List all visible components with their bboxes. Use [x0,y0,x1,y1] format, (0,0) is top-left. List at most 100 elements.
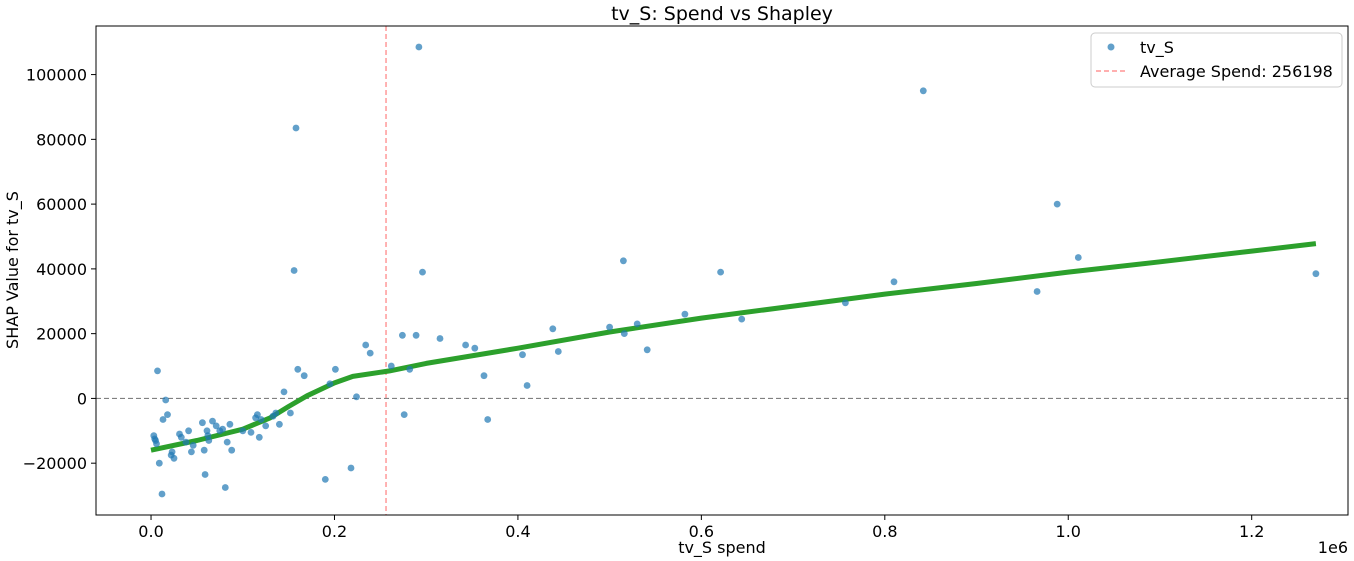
x-offset-label: 1e6 [1318,538,1348,557]
scatter-point [890,278,898,286]
legend-box [1090,32,1343,88]
x-tick-label: 1.0 [1056,522,1081,541]
scatter-point [919,87,927,95]
scatter-point [290,267,298,274]
scatter-point [738,315,746,323]
scatter-point [280,388,288,396]
scatter-point [399,331,406,339]
scatter-point [155,459,163,467]
scatter-point [205,437,213,444]
y-tick-label: 80000 [36,130,87,149]
x-axis-title: tv_S spend [678,538,766,558]
scatter-point [387,362,395,370]
y-tick-label: 0 [77,389,87,408]
scatter-point [332,365,339,373]
scatter-point [185,427,193,435]
scatter-point [287,409,294,417]
y-tick-label: 20000 [36,325,87,344]
legend-label-average-spend: Average Spend: 256198 [1140,62,1333,81]
scatter-point [347,464,355,472]
scatter-point [462,341,469,349]
x-tick-label: 0.4 [505,522,530,541]
scatter-point [643,346,651,354]
scatter-point [272,409,280,417]
scatter-point [412,331,420,339]
plot-area-frame [95,25,1349,516]
trend-line [150,241,1317,453]
chart-title: tv_S: Spend vs Shapley [611,3,833,25]
scatter-point [223,438,231,446]
scatter-point [170,454,178,462]
y-tick-label: 100000 [26,66,87,85]
scatter-point [633,320,641,328]
scatter-point [209,417,216,425]
x-tick-label: 0.6 [689,522,714,541]
scatter-point [681,310,689,318]
scatter-point [164,411,171,418]
scatter-point [226,420,234,428]
scatter-point [620,257,627,265]
scatter-point [177,433,185,441]
scatter-point [199,419,206,427]
scatter-point [294,365,302,373]
scatter-point [292,124,300,132]
scatter-point [162,396,170,404]
scatter-point [221,484,229,491]
scatter-points [150,43,1320,498]
y-tick-label: −20000 [23,454,87,473]
scatter-point [257,416,265,423]
trend-line-group [150,241,1317,453]
y-axis: −20000 0 20000 40000 60000 80000 100000 [23,66,96,473]
scatter-point [239,427,247,435]
scatter-point [549,325,557,333]
scatter-point [523,382,531,389]
scatter-point [484,416,492,423]
scatter-point [255,433,263,441]
x-tick-label: 0.8 [872,522,897,541]
scatter-point [519,351,526,359]
scatter-point [1033,288,1041,295]
scatter-point [201,471,209,478]
scatter-point [415,43,423,51]
scatter-point [262,422,270,430]
scatter-point [620,330,628,337]
legend-label-tv-s: tv_S [1140,38,1174,58]
scatter-point [436,335,444,342]
scatter-point [159,416,167,423]
scatter-point [717,268,724,276]
scatter-point [321,476,329,483]
scatter-point [300,372,308,380]
scatter-point [471,344,479,352]
scatter-point [1074,254,1082,261]
scatter-point [189,442,197,449]
scatter-point [276,420,283,428]
scatter-point [419,268,426,276]
scatter-point [182,438,190,446]
scatter-point [326,380,334,388]
scatter-point [168,448,176,456]
scatter-point [228,446,236,454]
x-tick-label: 0.0 [138,522,163,541]
scatter-point [842,299,849,307]
scatter-point [254,411,261,418]
scatter-point [480,372,488,380]
scatter-point [554,348,562,355]
scatter-point [1053,200,1061,208]
scatter-point [153,440,160,448]
x-tick-label: 0.2 [322,522,347,541]
scatter-point [188,448,195,456]
legend-dot-marker [1107,43,1115,51]
legend: tv_S Average Spend: 256198 [1090,32,1343,88]
scatter-point [406,365,414,373]
scatter-point [212,422,220,430]
scatter-point [353,393,360,401]
scatter-point [366,349,374,357]
scatter-point [158,490,166,498]
scatter-point [362,341,370,349]
scatter-point [200,446,208,454]
scatter-point [219,425,227,433]
x-tick-label: 1.2 [1239,522,1264,541]
scatter-point [1312,270,1320,278]
y-tick-label: 60000 [36,195,87,214]
x-axis: 0.0 0.2 0.4 0.6 0.8 1.0 1.2 [138,515,1264,541]
